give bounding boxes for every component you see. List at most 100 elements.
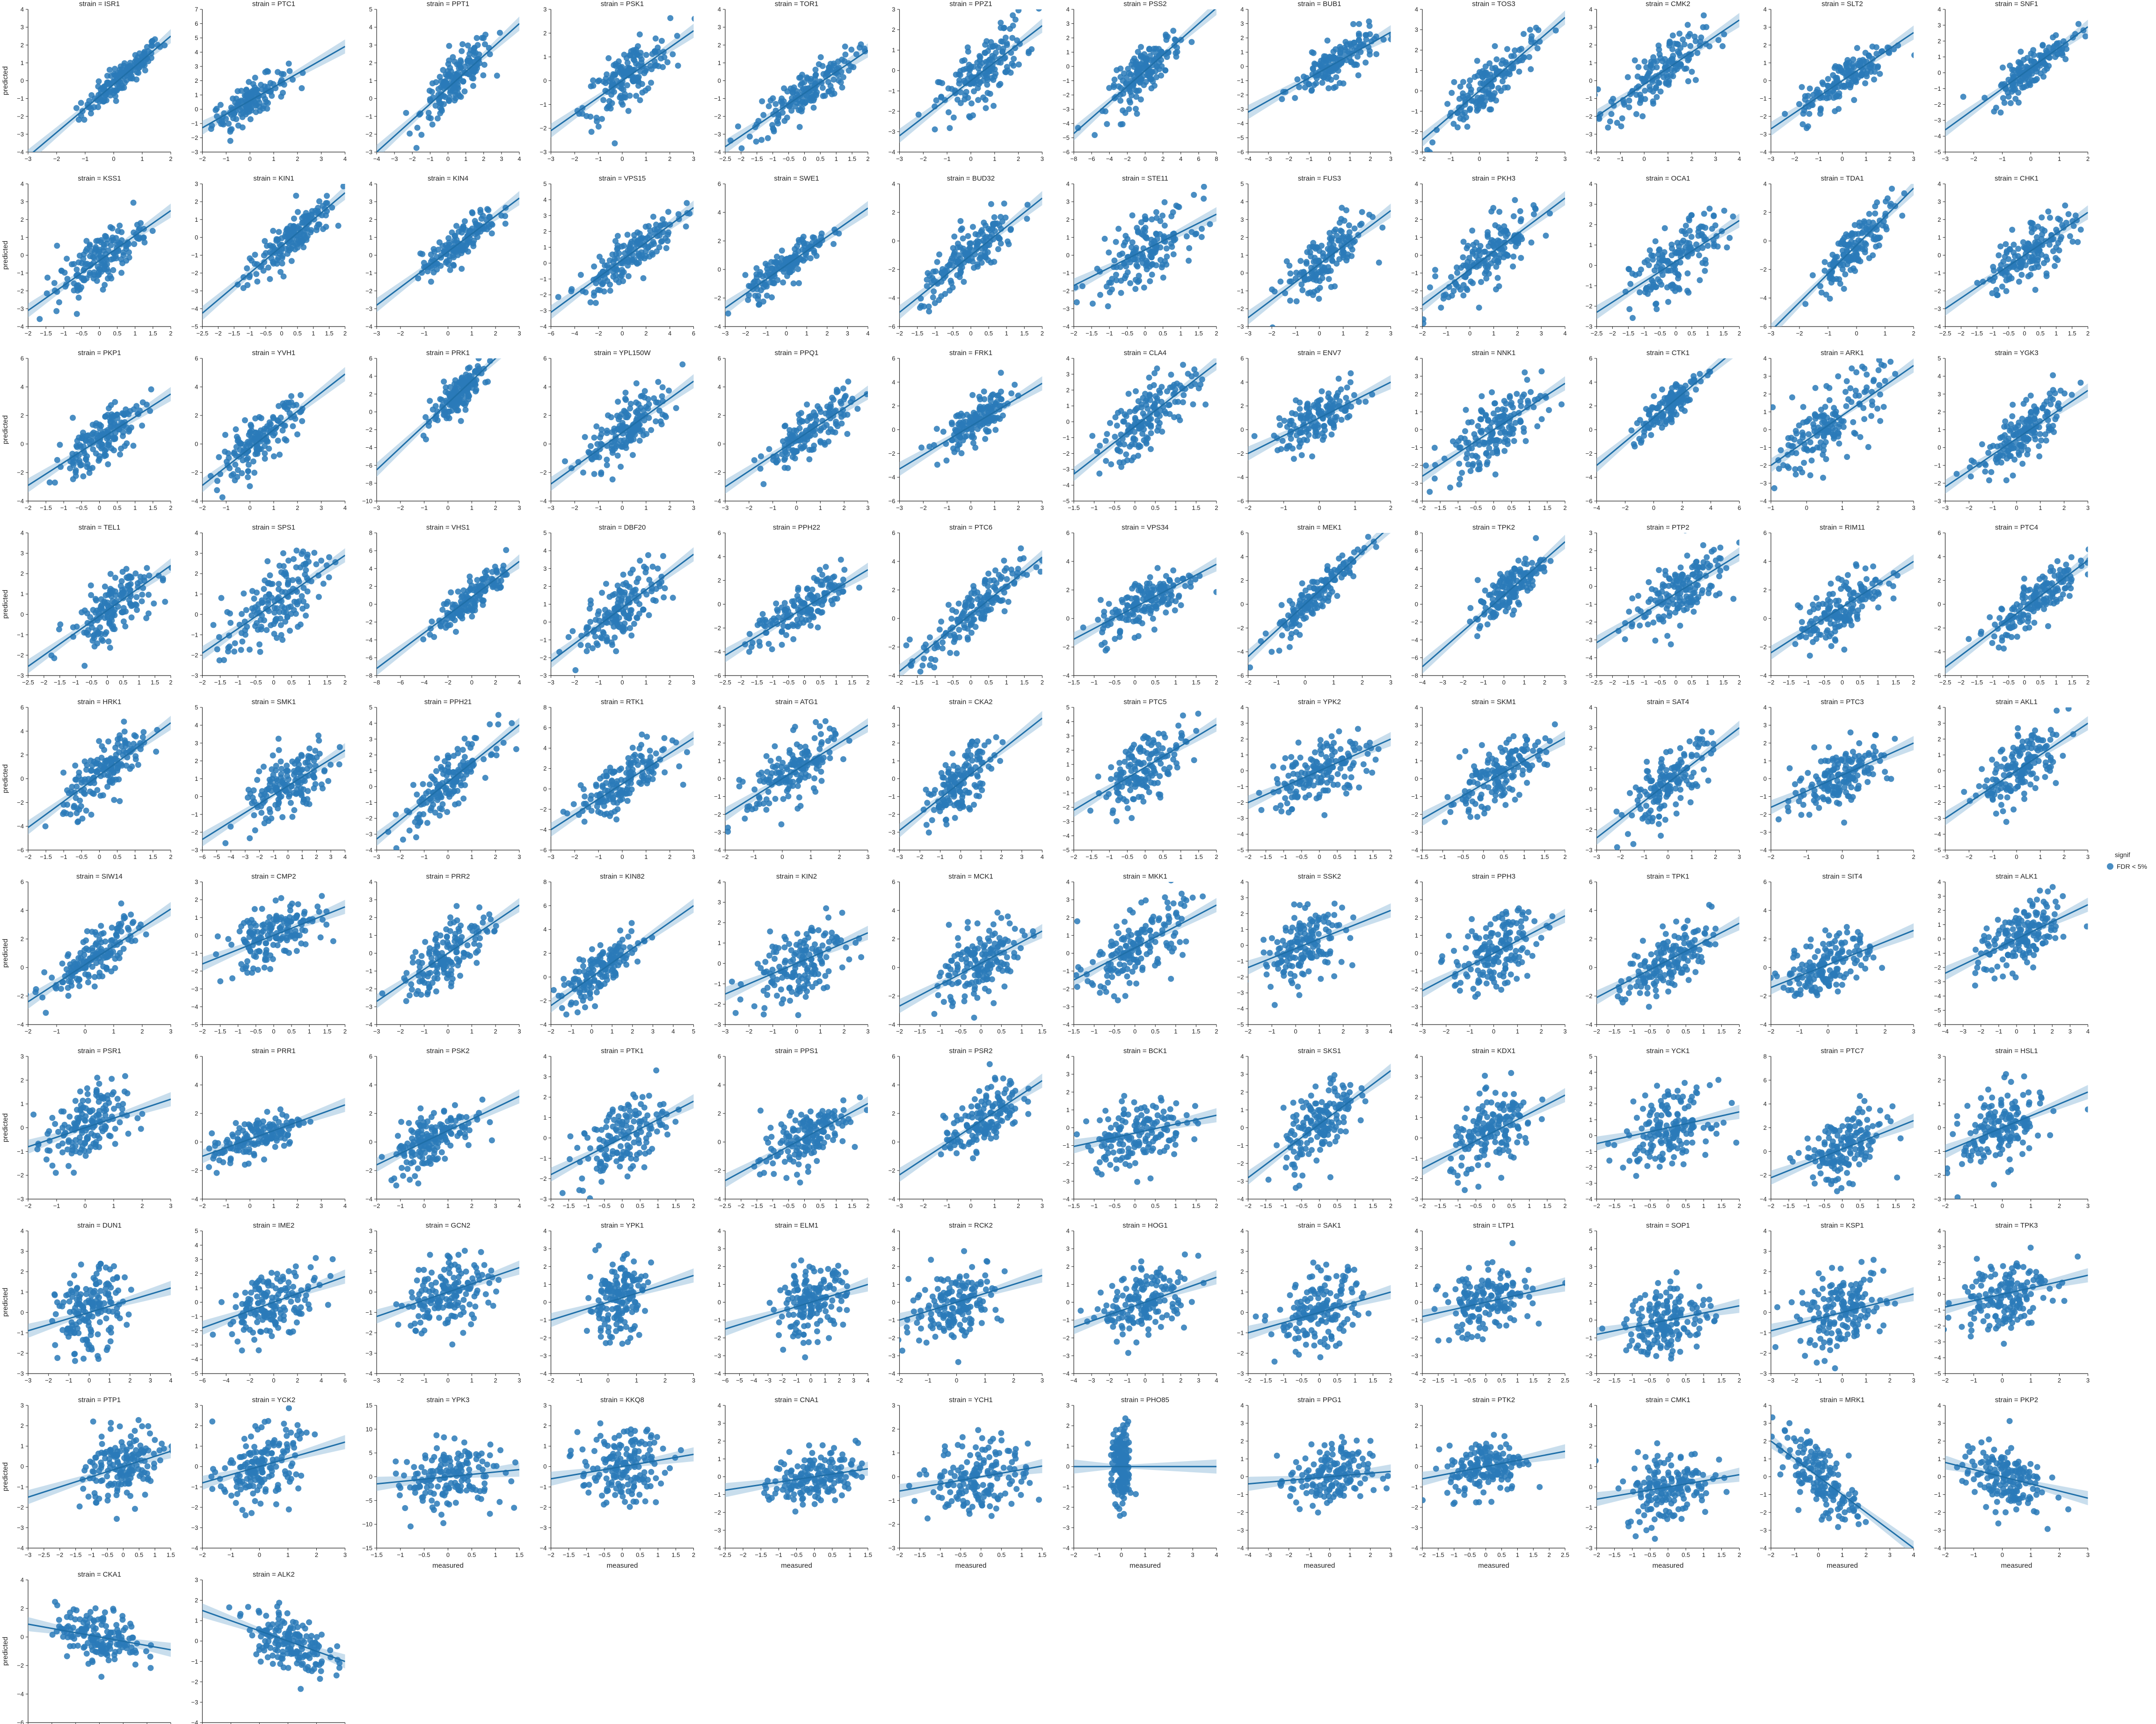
data-point	[1422, 320, 1427, 327]
x-tick-label: −2	[571, 155, 578, 162]
data-point	[461, 218, 468, 225]
data-point	[403, 109, 409, 116]
data-point	[961, 96, 968, 103]
plot-area	[202, 39, 345, 144]
data-point	[1467, 89, 1474, 96]
data-point	[1596, 93, 1598, 97]
y-tick-label: 0	[21, 77, 24, 84]
facet-panel: strain = ISR1−3 −2 −1 0 1 2−4−3−2−101234predi…	[1, 0, 173, 162]
data-point	[1858, 70, 1865, 77]
regression-line	[377, 23, 519, 152]
data-point	[1201, 196, 1207, 202]
x-tick-label: 0	[280, 330, 283, 337]
data-point	[1656, 80, 1662, 86]
y-tick-label: −2	[1760, 113, 1767, 120]
y-tick-label: −6	[1063, 149, 1070, 156]
data-point	[418, 131, 425, 138]
data-point	[73, 311, 80, 317]
data-point	[1161, 222, 1168, 229]
data-point	[407, 130, 413, 137]
y-tick-label: 7	[195, 6, 198, 13]
data-point	[1318, 267, 1325, 274]
data-point	[1149, 271, 1155, 278]
data-point	[1495, 224, 1502, 231]
y-tick-label: −3	[1586, 131, 1593, 138]
data-point	[968, 247, 975, 253]
data-point	[953, 72, 959, 78]
data-point	[968, 240, 974, 247]
data-point	[946, 262, 952, 269]
x-tick-label: 0.5	[984, 330, 993, 337]
data-point	[1199, 226, 1205, 232]
data-point	[277, 269, 284, 275]
data-point	[1074, 299, 1080, 306]
data-point	[590, 77, 597, 84]
facet-panel: strain = KSS1−2 −1.5 −1 −0.5 0 0.5 1 1.5 2−4−3−2…	[1, 175, 173, 337]
data-point	[313, 224, 320, 231]
y-tick-label: −3	[1934, 117, 1941, 124]
data-point	[1429, 139, 1436, 145]
data-point	[975, 232, 982, 238]
x-tick-label: −3	[391, 155, 398, 162]
x-tick-label: −2	[920, 155, 927, 162]
data-point	[675, 62, 681, 69]
data-point	[809, 234, 816, 240]
x-tick-label: −4	[373, 155, 380, 162]
y-tick-label: 0	[892, 67, 895, 74]
y-tick-label: 4	[718, 209, 721, 216]
data-point	[1696, 225, 1702, 232]
x-tick-label: 2	[1017, 155, 1020, 162]
data-point	[1147, 75, 1154, 82]
y-tick-label: 4	[1066, 181, 1070, 188]
data-point	[1476, 69, 1483, 75]
data-point	[1903, 177, 1909, 183]
data-point	[1137, 53, 1144, 60]
y-tick-label: 0	[1240, 63, 1244, 70]
data-point	[845, 67, 852, 74]
x-tick-label: 0	[1855, 330, 1858, 337]
data-point	[1319, 80, 1326, 86]
data-point	[459, 41, 466, 47]
data-point	[2023, 75, 2029, 81]
regression-line	[725, 50, 868, 147]
data-point	[1316, 296, 1322, 302]
data-point	[110, 255, 117, 262]
data-point	[1322, 69, 1328, 76]
data-point	[1474, 58, 1480, 64]
y-tick-label: 6	[21, 355, 24, 362]
x-tick-label: −3	[25, 155, 32, 162]
y-tick-label: 4	[1937, 6, 1941, 13]
data-point	[452, 97, 458, 104]
data-point	[1135, 49, 1141, 55]
data-point	[1333, 74, 1340, 80]
plot-area	[1771, 177, 1914, 327]
data-point	[591, 263, 597, 270]
y-tick-label: 4	[1937, 181, 1941, 188]
data-point	[1665, 59, 1672, 66]
data-point	[1683, 240, 1690, 246]
data-point	[977, 251, 984, 258]
data-point	[84, 246, 90, 252]
y-tick-label: 0	[195, 106, 198, 113]
y-tick-label: 4	[543, 196, 546, 203]
x-tick-label: 2	[1215, 330, 1218, 337]
data-point	[324, 193, 330, 199]
data-point	[625, 262, 631, 269]
data-point	[1875, 235, 1882, 242]
panel-title: strain = PSK1	[601, 0, 644, 8]
y-tick-label: −1	[365, 113, 372, 120]
data-point	[947, 287, 953, 294]
panel-title: strain = CMK2	[1646, 0, 1690, 8]
x-tick-label: −1	[1448, 155, 1455, 162]
y-tick-label: 0	[1589, 262, 1592, 269]
data-point	[1352, 61, 1359, 67]
data-point	[75, 116, 82, 123]
data-point	[1449, 90, 1455, 96]
data-point	[588, 129, 595, 135]
data-point	[1872, 210, 1879, 217]
data-point	[1526, 54, 1532, 60]
data-point	[991, 220, 998, 227]
regression-line	[28, 210, 171, 311]
y-tick-label: 1	[1589, 241, 1592, 248]
data-point	[1186, 245, 1193, 251]
